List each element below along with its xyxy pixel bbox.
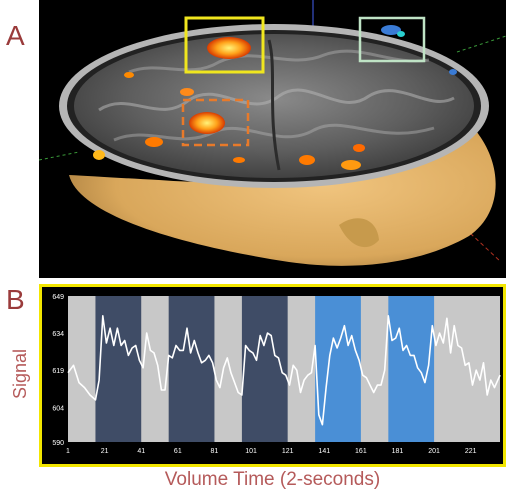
activation-blob-small-6	[353, 144, 365, 152]
brain-render-svg	[38, 0, 506, 278]
x-tick-label-41: 41	[137, 448, 145, 455]
midline-fissure	[267, 39, 281, 171]
activation-blob-small-8	[233, 157, 245, 163]
x-tick-label-61: 61	[174, 448, 182, 455]
activation-blob-small-1	[180, 88, 194, 96]
task-block-4	[315, 296, 361, 442]
brain-render	[38, 0, 506, 278]
x-tick-label-1: 1	[66, 448, 70, 455]
ear-surface	[339, 218, 379, 248]
activation-blob-top	[207, 37, 251, 59]
guide-line-green-left	[38, 151, 80, 161]
activation-blob-small-3	[93, 150, 105, 160]
x-tick-label-101: 101	[245, 448, 257, 455]
roi-box-orange-dashed	[181, 98, 250, 147]
y-tick-label-590: 590	[52, 440, 64, 447]
head-surface	[69, 120, 496, 266]
task-block-5	[388, 296, 435, 442]
y-tick-label-619: 619	[52, 368, 64, 375]
activation-blob-cold-3	[449, 69, 457, 75]
y-tick-label-634: 634	[52, 331, 64, 338]
gyri-pattern-1	[98, 88, 455, 112]
activation-blob-cold-1	[381, 25, 401, 35]
activation-blob-center	[189, 112, 225, 134]
task-block-2	[168, 296, 215, 442]
signal-chart: 590 604 619 634 649 1 21 41 61 81 101 121 141 161 181 2…	[39, 284, 506, 467]
activation-blob-cold-2	[397, 31, 405, 37]
y-tick-label-649: 649	[52, 294, 64, 301]
x-tick-label-141: 141	[318, 448, 330, 455]
activation-blob-small-5	[341, 160, 361, 170]
x-tick-label-21: 21	[101, 448, 109, 455]
guide-line-green-right	[456, 35, 506, 53]
roi-box-green	[358, 16, 426, 63]
x-tick-label-221: 221	[465, 448, 477, 455]
task-block-3	[241, 296, 288, 442]
x-tick-label-181: 181	[392, 448, 404, 455]
panel-label-a: A	[6, 20, 25, 51]
x-axis-label: Volume Time (2-seconds)	[164, 469, 381, 490]
x-tick-label-161: 161	[355, 448, 367, 455]
activation-blob-small-4	[299, 155, 315, 165]
x-tick-label-81: 81	[211, 448, 219, 455]
y-tick-label-604: 604	[52, 405, 64, 412]
roi-box-yellow	[184, 16, 265, 74]
signal-line	[67, 315, 501, 426]
x-tick-label-121: 121	[282, 448, 294, 455]
x-tick-label-201: 201	[428, 448, 440, 455]
activation-blob-small-7	[124, 72, 134, 78]
gyri-pattern-2	[113, 123, 435, 142]
y-axis-label: Signal	[10, 348, 30, 400]
activation-blob-small-2	[145, 137, 163, 147]
panel-label-b: B	[6, 284, 25, 315]
